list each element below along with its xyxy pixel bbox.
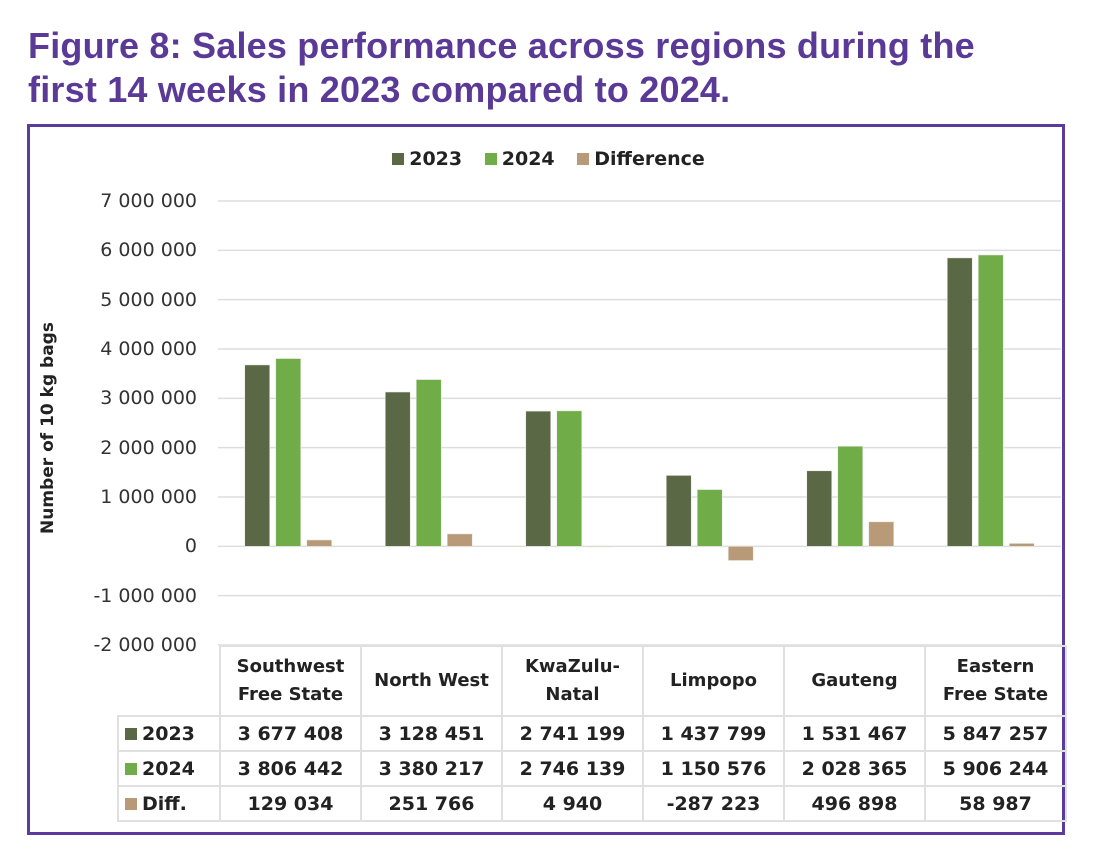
legend-item-2024: 2024: [484, 148, 555, 170]
legend-label-difference: Difference: [594, 148, 705, 170]
table-cell: 3 380 217: [360, 750, 503, 787]
data-table-header-row: Southwest Free State North West KwaZulu- N…: [118, 645, 1067, 717]
table-header-kwazulu-natal: KwaZulu- Natal: [501, 645, 644, 717]
bar-difference-limpopo: [727, 546, 754, 561]
bar-difference-kwazulu-natal: [587, 545, 614, 548]
table-header-gauteng: Gauteng: [783, 645, 926, 717]
chart-frame: [27, 124, 1065, 835]
table-cell: 3 128 451: [360, 715, 503, 752]
table-cell: 1 150 576: [642, 750, 785, 787]
bar-2023-gauteng: [806, 470, 833, 547]
y-axis-label: Number of 10 kg bags: [38, 322, 58, 534]
table-cell: 496 898: [783, 785, 926, 822]
table-row-label-2023: 2023: [117, 715, 221, 752]
table-swatch-2023: [125, 727, 137, 740]
bar-difference-gauteng: [868, 521, 895, 547]
figure-title: Figure 8: Sales performance across regio…: [28, 24, 1088, 112]
table-header-eastern-free-state: Eastern Free State: [924, 645, 1067, 717]
table-swatch-diff: [125, 797, 137, 810]
legend-item-difference: Difference: [577, 148, 705, 170]
y-tick-label: 2 000 000: [100, 436, 197, 459]
row-label-text: 2023: [142, 722, 195, 745]
bar-difference-southwest-free-state: [306, 539, 333, 547]
table-cell: 251 766: [360, 785, 503, 822]
table-cell: 129 034: [219, 785, 362, 822]
bar-2024-north-west: [415, 379, 442, 547]
header-line: Natal: [545, 684, 600, 705]
table-cell: 3 806 442: [219, 750, 362, 787]
data-table: Southwest Free State North West KwaZulu- N…: [117, 645, 1067, 822]
row-label-text: 2024: [142, 757, 195, 780]
y-tick-label: 7 000 000: [100, 190, 197, 212]
figure-title-line-2: first 14 weeks in 2023 compared to 2024.: [28, 69, 731, 110]
y-tick-label: 0: [184, 535, 197, 558]
bar-2023-north-west: [384, 391, 411, 547]
legend-item-2023: 2023: [392, 148, 462, 170]
y-tick-label: 5 000 000: [100, 288, 197, 311]
y-tick-label: 1 000 000: [100, 486, 197, 508]
legend-label-2024: 2024: [501, 148, 555, 170]
table-cell: 1 437 799: [642, 715, 785, 752]
header-line: Free State: [237, 684, 344, 705]
bar-2023-kwazulu-natal: [525, 410, 552, 547]
table-cell: 3 677 408: [219, 715, 362, 752]
bar-2024-limpopo: [696, 489, 723, 547]
header-line: North West: [374, 670, 489, 691]
table-cell: 58 987: [924, 785, 1067, 822]
header-line: KwaZulu-: [524, 656, 621, 677]
table-cell: 5 847 257: [924, 715, 1067, 752]
header-line: Southwest: [236, 656, 345, 677]
bar-2024-eastern-free-state: [977, 254, 1004, 547]
bar-2024-southwest-free-state: [275, 358, 302, 547]
bar-difference-north-west: [446, 533, 473, 547]
y-tick-label: 6 000 000: [100, 239, 197, 262]
bar-difference-eastern-free-state: [1008, 543, 1035, 547]
header-line: Limpopo: [670, 670, 757, 691]
legend-swatch-2023: [392, 153, 405, 165]
y-tick-label: 3 000 000: [100, 387, 197, 410]
bar-2023-limpopo: [665, 475, 692, 547]
table-header-limpopo: Limpopo: [642, 645, 785, 717]
table-cell: 1 531 467: [783, 715, 926, 752]
header-line: Gauteng: [811, 670, 898, 691]
table-cell: 2 028 365: [783, 750, 926, 787]
data-table-corner: [118, 646, 221, 717]
y-tick-label: 4 000 000: [100, 338, 197, 360]
row-label-text: Diff.: [142, 792, 187, 815]
bar-2024-kwazulu-natal: [556, 410, 583, 547]
bar-2023-eastern-free-state: [946, 257, 973, 547]
header-line: Free State: [942, 684, 1049, 705]
table-cell: 4 940: [501, 785, 644, 822]
legend-swatch-difference: [577, 153, 590, 165]
table-cell: -287 223: [642, 785, 785, 822]
header-line: Eastern: [956, 656, 1035, 677]
table-row-2024: 2024 3 806 442 3 380 217 2 746 139 1 150…: [117, 750, 1067, 787]
table-row-label-diff: Diff.: [117, 785, 221, 822]
table-cell: 2 741 199: [501, 715, 644, 752]
table-swatch-2024: [125, 762, 137, 775]
y-tick-label: -1 000 000: [93, 584, 197, 607]
legend: 2023 2024 Difference: [0, 148, 1097, 170]
table-header-southwest-free-state: Southwest Free State: [219, 645, 362, 717]
table-row-2023: 2023 3 677 408 3 128 451 2 741 199 1 437…: [117, 715, 1067, 752]
legend-label-2023: 2023: [409, 148, 463, 170]
table-cell: 5 906 244: [924, 750, 1067, 787]
table-header-north-west: North West: [360, 645, 503, 717]
figure-title-line-1: Figure 8: Sales performance across regio…: [28, 25, 975, 66]
table-row-label-2024: 2024: [117, 750, 221, 787]
table-cell: 2 746 139: [501, 750, 644, 787]
bar-2024-gauteng: [837, 445, 864, 547]
legend-swatch-2024: [484, 153, 497, 165]
bar-2023-southwest-free-state: [244, 364, 271, 547]
table-row-diff: Diff. 129 034 251 766 4 940 -287 223 496…: [117, 785, 1067, 822]
